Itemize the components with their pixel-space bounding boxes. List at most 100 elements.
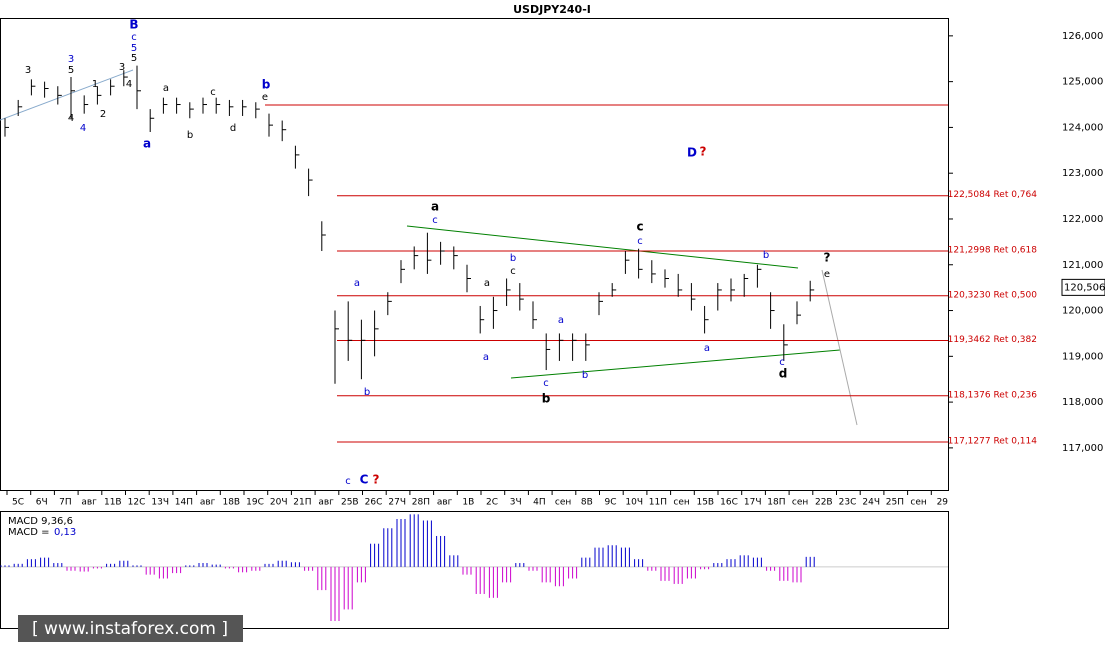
x-tick-label: 8В bbox=[581, 498, 593, 508]
wave-label: 4 bbox=[80, 123, 86, 134]
y-tick-label: 126,000 bbox=[1062, 31, 1103, 42]
x-tick-label: 25П bbox=[886, 498, 904, 508]
wave-label: b bbox=[364, 387, 370, 398]
level-label: 122,5084 Ret 0,764 bbox=[948, 190, 1038, 200]
x-tick-label: 25В bbox=[341, 498, 359, 508]
wave-label: 5 bbox=[131, 53, 137, 64]
x-tick-label: 3Ч bbox=[510, 498, 522, 508]
wave-label: c bbox=[210, 87, 216, 98]
x-tick-label: 18В bbox=[222, 498, 240, 508]
macd-frame bbox=[0, 511, 949, 629]
x-tick-label: авг bbox=[437, 498, 453, 508]
x-tick-label: сен bbox=[910, 498, 926, 508]
x-tick-label: 11В bbox=[104, 498, 122, 508]
level-label: 119,3462 Ret 0,382 bbox=[948, 335, 1037, 345]
wave-label: ? bbox=[824, 251, 831, 265]
wave-label: D bbox=[687, 146, 697, 160]
wave-label: 3 bbox=[68, 54, 74, 65]
wave-label: 4 bbox=[68, 113, 74, 124]
wave-label: a bbox=[484, 278, 490, 289]
x-tick-label: 7П bbox=[59, 498, 72, 508]
wave-label: a bbox=[354, 278, 360, 289]
wave-label: e bbox=[262, 92, 268, 103]
level-label: 118,1376 Ret 0,236 bbox=[948, 390, 1038, 400]
wave-label: c bbox=[779, 357, 785, 368]
x-tick-label: 26С bbox=[365, 498, 383, 508]
x-tick-label: 14П bbox=[175, 498, 193, 508]
x-tick-label: 23С bbox=[839, 498, 857, 508]
x-tick-label: 9С bbox=[604, 498, 616, 508]
wave-label: C bbox=[360, 473, 369, 487]
x-tick-label: 27Ч bbox=[388, 498, 406, 508]
x-tick-label: авг bbox=[200, 498, 216, 508]
wave-label: d bbox=[779, 367, 788, 381]
x-tick-label: 12С bbox=[128, 498, 146, 508]
wave-label: d bbox=[230, 123, 236, 134]
x-tick-label: сен bbox=[792, 498, 808, 508]
chart-title: USDJPY240-I bbox=[513, 3, 591, 16]
wave-label: c bbox=[131, 32, 137, 43]
y-tick-label: 119,000 bbox=[1062, 351, 1103, 362]
wave-label: b bbox=[542, 392, 551, 406]
wave-label: ? bbox=[700, 145, 707, 159]
plot-frame bbox=[0, 18, 949, 491]
x-tick-label: 11П bbox=[649, 498, 667, 508]
y-tick-label: 120,000 bbox=[1062, 306, 1103, 317]
wave-label: c bbox=[510, 266, 516, 277]
x-tick-label: 24Ч bbox=[862, 498, 880, 508]
x-tick-label: сен bbox=[673, 498, 689, 508]
x-tick-label: 6Ч bbox=[36, 498, 48, 508]
wave-label: b bbox=[763, 250, 769, 261]
x-tick-label: 18П bbox=[767, 498, 785, 508]
macd-title: MACD 9,36,6 bbox=[8, 516, 73, 527]
y-tick-label: 125,000 bbox=[1062, 77, 1103, 88]
watermark: [ www.instaforex.com ] bbox=[32, 619, 228, 639]
x-tick-label: 15В bbox=[696, 498, 714, 508]
x-tick-label: 28П bbox=[412, 498, 430, 508]
wave-label: c bbox=[345, 476, 351, 487]
x-tick-label: 13Ч bbox=[151, 498, 169, 508]
wave-label: 3 bbox=[119, 62, 125, 73]
wave-label: a bbox=[431, 200, 439, 214]
x-tick-label: сен bbox=[555, 498, 571, 508]
x-tick-label: 17Ч bbox=[744, 498, 762, 508]
level-label: 120,3230 Ret 0,500 bbox=[948, 290, 1038, 300]
wave-label: b bbox=[582, 370, 588, 381]
wave-label: b bbox=[187, 130, 193, 141]
level-label: 117,1277 Ret 0,114 bbox=[948, 437, 1038, 447]
x-tick-label: 21П bbox=[293, 498, 311, 508]
level-label: 121,2998 Ret 0,618 bbox=[948, 246, 1038, 256]
wave-line bbox=[0, 69, 134, 121]
wave-label: a bbox=[143, 137, 151, 151]
y-tick-label: 124,000 bbox=[1062, 122, 1103, 133]
wave-label: a bbox=[483, 352, 489, 363]
x-tick-label: 16С bbox=[720, 498, 738, 508]
x-tick-label: 20Ч bbox=[270, 498, 288, 508]
y-tick-label: 121,000 bbox=[1062, 260, 1103, 271]
wave-label: a bbox=[704, 343, 710, 354]
wave-label: c bbox=[543, 378, 549, 389]
wave-label: e bbox=[824, 269, 830, 280]
macd-value: 0,13 bbox=[54, 527, 76, 538]
last-price-box bbox=[1061, 278, 1105, 296]
wave-label: a bbox=[558, 315, 564, 326]
y-tick-label: 118,000 bbox=[1062, 397, 1103, 408]
x-tick-label: 19С bbox=[246, 498, 264, 508]
wave-label: 5 bbox=[131, 43, 137, 54]
x-tick-label: 4П bbox=[533, 498, 546, 508]
wave-label: b bbox=[510, 253, 516, 264]
trend-line bbox=[510, 349, 841, 379]
x-tick-label: 1В bbox=[462, 498, 474, 508]
wave-label: b bbox=[262, 78, 271, 92]
wave-label: 5 bbox=[68, 65, 74, 76]
macd-label: MACD = bbox=[8, 527, 50, 538]
wave-label: 3 bbox=[25, 65, 31, 76]
wave-label: B bbox=[129, 18, 138, 32]
wave-label: c bbox=[432, 215, 438, 226]
x-tick-label: 10Ч bbox=[625, 498, 643, 508]
wave-label: 4 bbox=[126, 79, 132, 90]
wave-label: 1 bbox=[92, 79, 98, 90]
x-tick-label: 29 bbox=[937, 498, 949, 508]
